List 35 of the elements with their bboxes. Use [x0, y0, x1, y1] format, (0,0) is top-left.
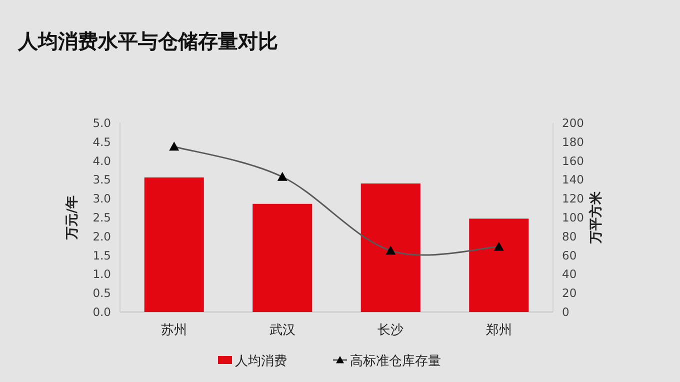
legend-label: 人均消费 — [235, 354, 287, 369]
y2-tick-label: 80 — [562, 229, 577, 244]
y2-axis-title: 万平方米 — [588, 190, 604, 244]
bar — [144, 177, 204, 312]
bar — [252, 204, 312, 312]
y-tick-label: 3.5 — [92, 172, 111, 187]
y2-tick-label: 200 — [562, 116, 584, 130]
y-tick-label: 0.0 — [92, 305, 111, 319]
y2-tick-label: 100 — [562, 210, 584, 224]
y-tick-label: 2.5 — [92, 210, 111, 224]
y-tick-label: 4.5 — [92, 134, 111, 149]
x-tick-label: 郑州 — [486, 323, 512, 338]
y2-tick-label: 20 — [562, 286, 577, 300]
x-tick-label: 苏州 — [161, 323, 188, 338]
y2-tick-label: 120 — [562, 192, 584, 206]
y2-tick-label: 40 — [562, 267, 577, 282]
y-tick-label: 3.0 — [92, 192, 111, 206]
y-tick-label: 4.0 — [92, 154, 111, 168]
y-tick-label: 1.5 — [92, 248, 111, 262]
bar — [469, 218, 529, 312]
y2-tick-label: 60 — [562, 248, 577, 262]
chart-title: 人均消费水平与仓储存量对比 — [17, 29, 278, 53]
y-tick-label: 0.5 — [92, 286, 111, 300]
bar — [360, 183, 420, 312]
y-axis-title: 万元/年 — [65, 196, 80, 240]
y-tick-label: 1.0 — [92, 267, 111, 282]
y-tick-label: 5.0 — [92, 116, 111, 130]
x-tick-label: 长沙 — [378, 323, 404, 338]
y2-tick-label: 160 — [562, 154, 584, 168]
legend-label: 高标准仓库存量 — [350, 353, 441, 369]
y2-tick-label: 0 — [562, 305, 570, 319]
y2-tick-label: 180 — [562, 134, 584, 149]
x-tick-label: 武汉 — [269, 323, 296, 338]
y-tick-label: 2.0 — [92, 229, 111, 244]
y2-tick-label: 140 — [562, 172, 584, 187]
